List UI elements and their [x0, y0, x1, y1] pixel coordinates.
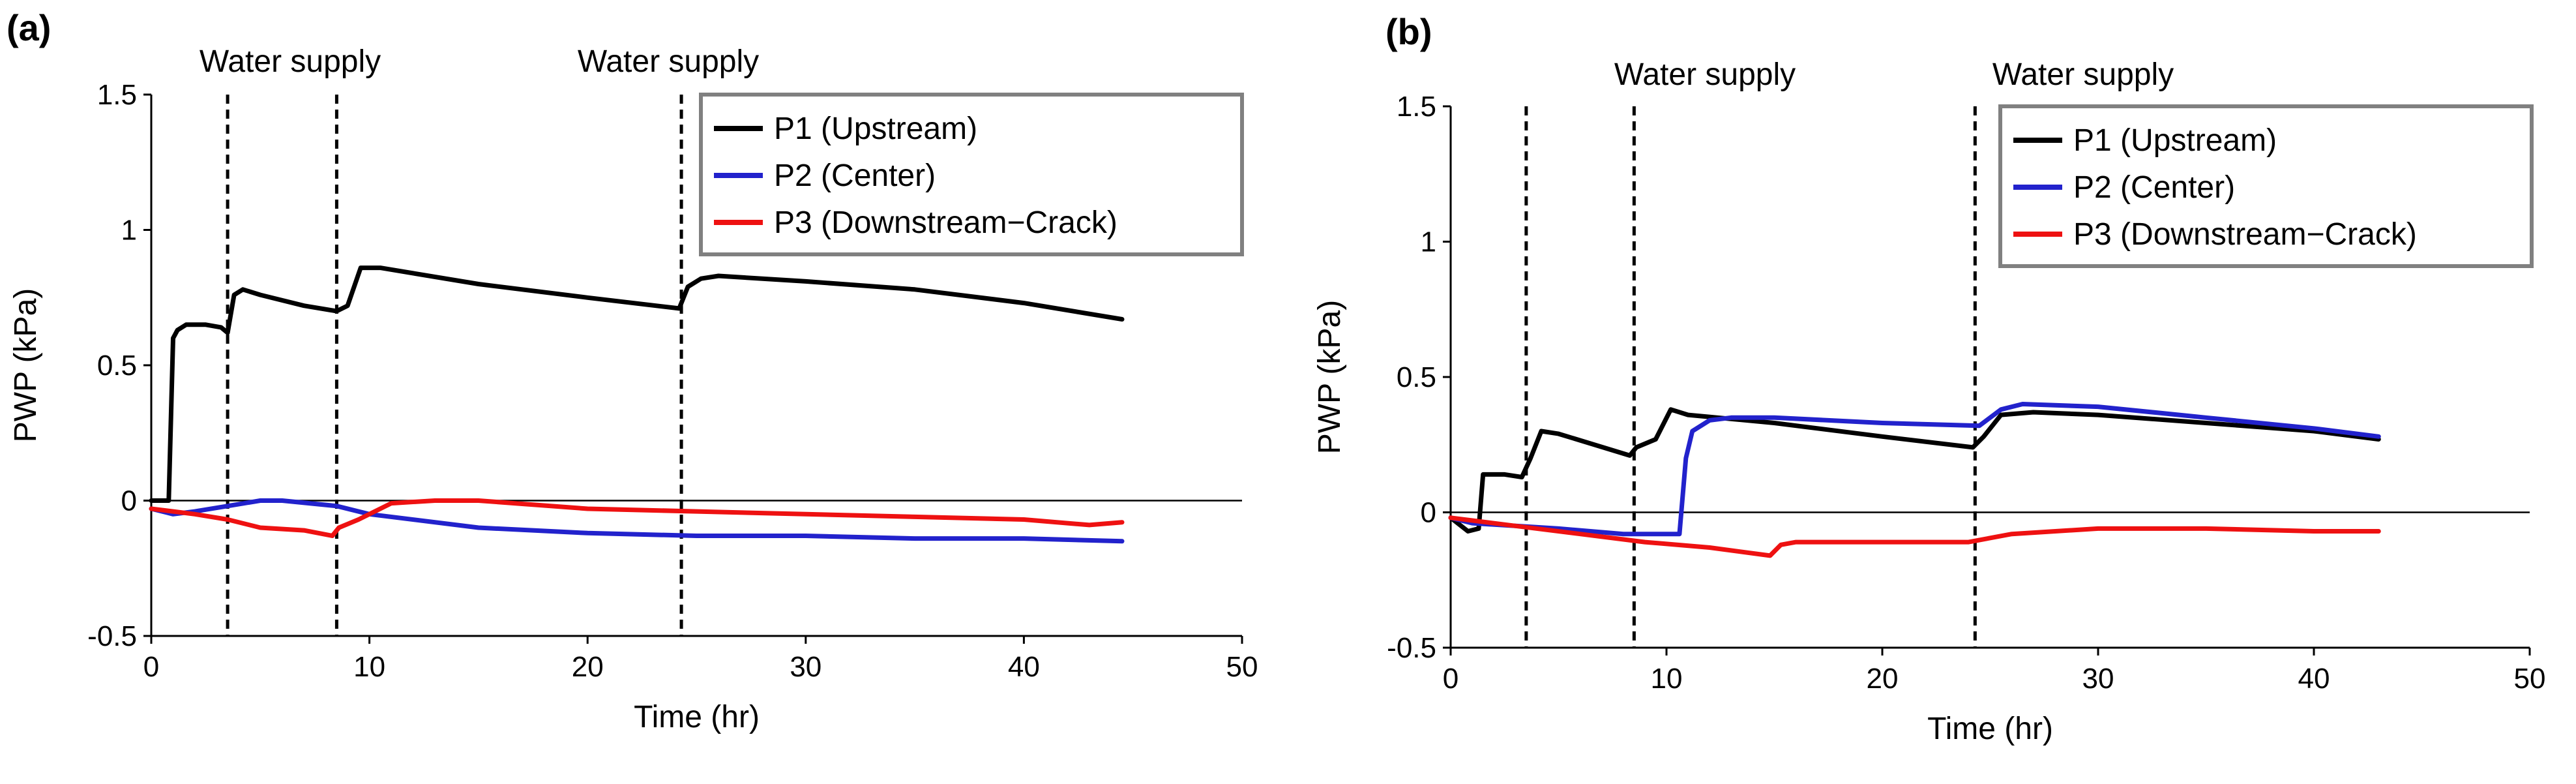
x-tick-label: 20	[1867, 663, 1899, 695]
water-supply-annotation: Water supply	[200, 44, 381, 79]
x-tick-label: 50	[2514, 663, 2546, 695]
water-supply-annotation: Water supply	[1992, 57, 2174, 92]
y-axis-title: PWP (kPa)	[1312, 300, 1347, 454]
water-supply-annotation: Water supply	[1614, 57, 1796, 92]
x-tick-label: 0	[143, 651, 159, 683]
legend-box	[699, 93, 1244, 256]
y-tick-label: 1	[121, 215, 137, 247]
series-line-p3	[149, 498, 1125, 538]
legend: P1 (Upstream) P2 (Center) P3 (Downstream−C…	[699, 93, 1244, 256]
series-line-p2	[1448, 402, 2381, 537]
y-tick-label: 0.5	[1397, 361, 1436, 393]
x-tick-label: 10	[1651, 663, 1683, 695]
y-tick-label: 1	[1421, 226, 1436, 258]
y-tick-label: -0.5	[87, 620, 137, 652]
y-tick-label: 1.5	[97, 79, 137, 111]
x-tick-label: 40	[2298, 663, 2330, 695]
legend: P1 (Upstream) P2 (Center) P3 (Downstream−C…	[1998, 104, 2534, 268]
series-line-p1	[149, 265, 1125, 503]
legend-label-p2: P2 (Center)	[774, 158, 936, 193]
series-line-p2	[149, 498, 1125, 544]
water-supply-annotation: Water supply	[578, 44, 759, 79]
legend-label-p3: P3 (Downstream−Crack)	[2073, 217, 2417, 252]
y-tick-label: 0	[121, 485, 137, 517]
x-axis-title: Time (hr)	[634, 700, 760, 734]
panel-label: (a)	[7, 7, 51, 48]
legend-box	[1998, 104, 2534, 268]
y-axis-title: PWP (kPa)	[8, 288, 43, 442]
legend-label-p2: P2 (Center)	[2073, 170, 2235, 205]
x-tick-label: 20	[572, 651, 604, 683]
legend-label-p3: P3 (Downstream−Crack)	[774, 205, 1118, 240]
x-tick-label: 10	[353, 651, 385, 683]
series-line-p3	[1448, 515, 2381, 558]
y-tick-label: -0.5	[1387, 632, 1436, 664]
y-tick-label: 0.5	[97, 350, 137, 382]
panel-label: (b)	[1385, 11, 1432, 52]
x-tick-label: 30	[2082, 663, 2114, 695]
x-tick-label: 50	[1226, 651, 1258, 683]
x-tick-label: 0	[1443, 663, 1458, 695]
x-tick-label: 30	[790, 651, 822, 683]
x-tick-label: 40	[1008, 651, 1040, 683]
legend-label-p1: P1 (Upstream)	[774, 112, 977, 146]
x-axis-title: Time (hr)	[1927, 712, 2053, 746]
y-tick-label: 1.5	[1397, 91, 1436, 123]
series-line-p1	[1448, 407, 2381, 534]
y-tick-label: 0	[1421, 497, 1436, 529]
legend-label-p1: P1 (Upstream)	[2073, 123, 2277, 158]
